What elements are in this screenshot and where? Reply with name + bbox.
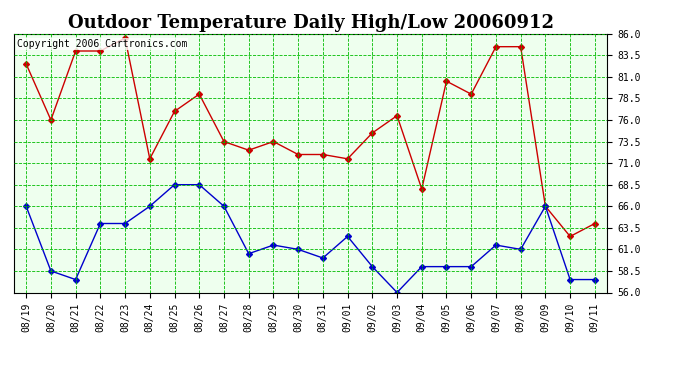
Title: Outdoor Temperature Daily High/Low 20060912: Outdoor Temperature Daily High/Low 20060… <box>68 14 553 32</box>
Text: Copyright 2006 Cartronics.com: Copyright 2006 Cartronics.com <box>17 39 187 49</box>
